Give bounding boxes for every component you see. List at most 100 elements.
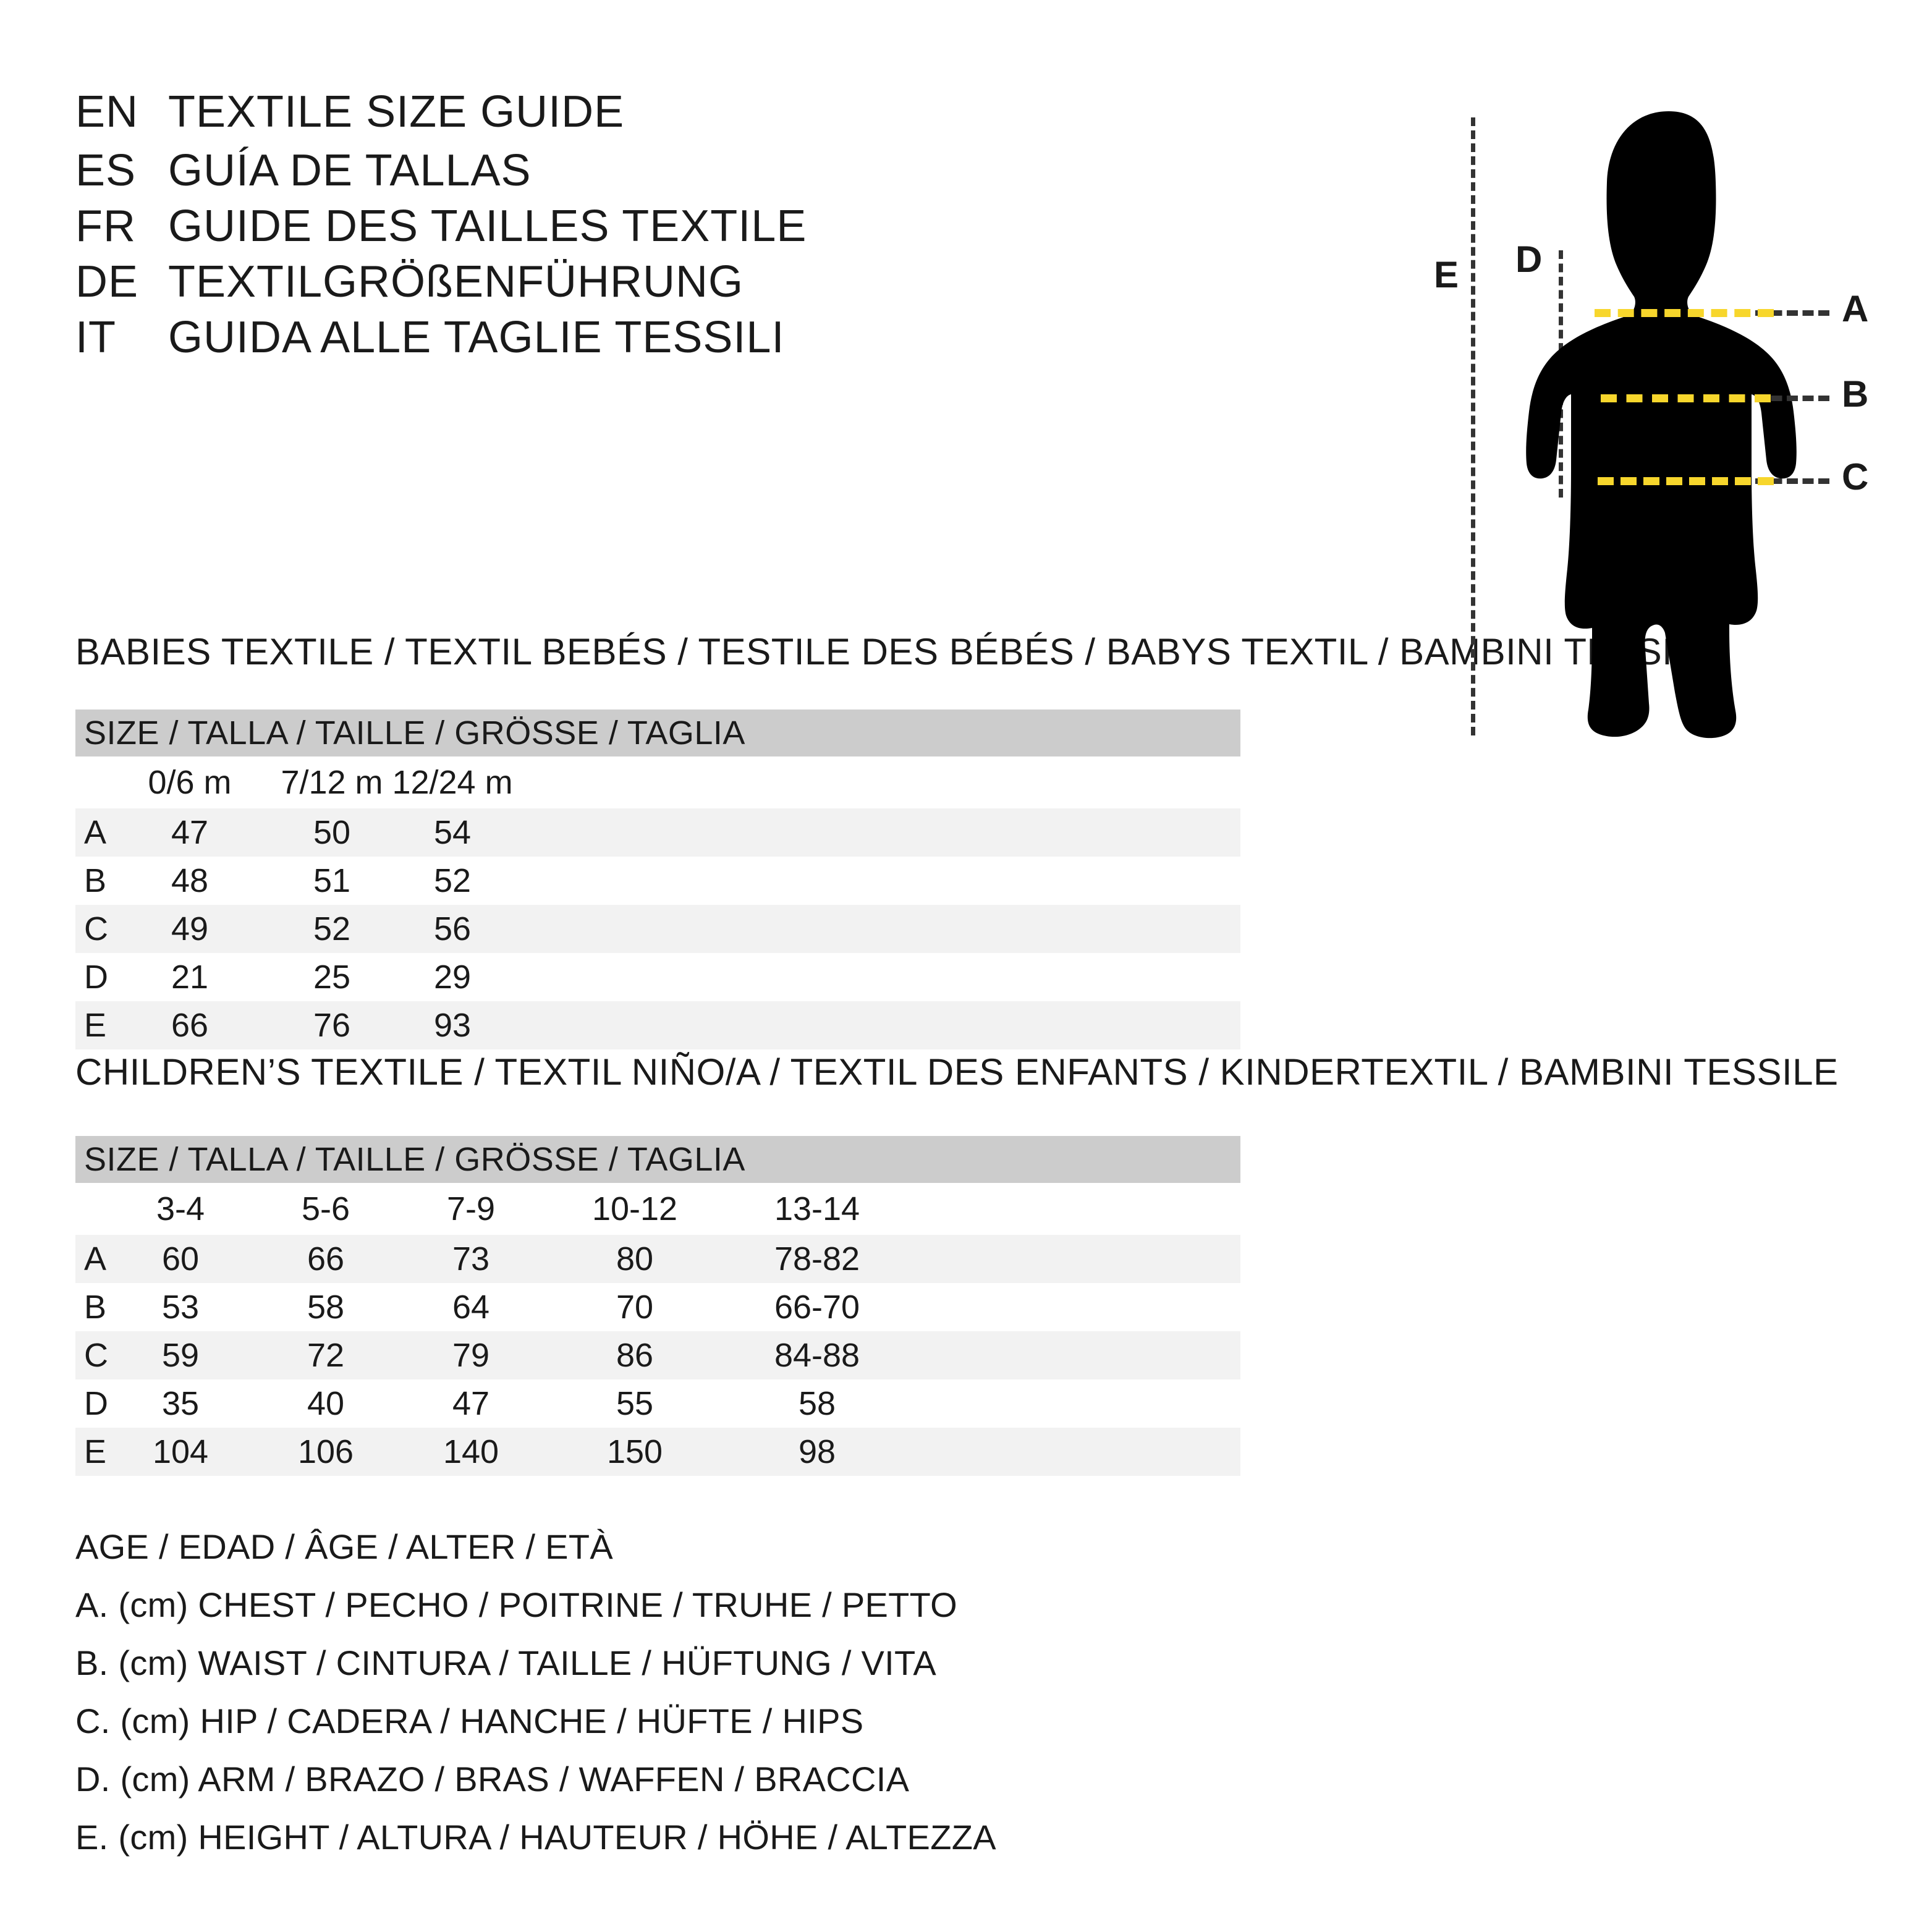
children-cell-a-2: 73 — [452, 1240, 490, 1277]
children-cell-b-3: 70 — [616, 1289, 654, 1326]
children-column-header-0: 3-4 — [156, 1190, 205, 1227]
children-size-table: SIZE / TALLA / TAILLE / GRÖSSE / TAGLIA … — [75, 1136, 1240, 1476]
chest-leader-line-a — [1755, 310, 1829, 316]
table-row: E 66 76 93 — [75, 1001, 1240, 1049]
babies-row-label-b: B — [84, 862, 107, 899]
table-row: C 49 52 56 — [75, 905, 1240, 953]
waist-measure-line-b — [1601, 394, 1771, 402]
hip-measure-line-c — [1598, 477, 1774, 485]
children-cell-e-4: 98 — [798, 1433, 836, 1470]
language-title-it: GUIDA ALLE TAGLIE TESSILI — [168, 313, 785, 362]
table-row: C 59 72 79 86 84-88 — [75, 1331, 1240, 1379]
babies-size-table: SIZE / TALLA / TAILLE / GRÖSSE / TAGLIA … — [75, 710, 1240, 1049]
measurement-figure-panel: E D A B C — [1409, 74, 1916, 766]
children-cell-c-1: 72 — [307, 1337, 345, 1374]
waist-leader-line-b — [1755, 396, 1829, 401]
table-row: E 104 106 140 150 98 — [75, 1428, 1240, 1476]
babies-cell-e-0: 66 — [171, 1007, 209, 1044]
children-column-header-3: 10-12 — [591, 1190, 678, 1227]
babies-cell-d-0: 21 — [171, 959, 209, 996]
table-row: D 35 40 47 55 58 — [75, 1379, 1240, 1428]
language-code-fr: FR — [75, 201, 136, 251]
children-cell-c-3: 86 — [616, 1337, 654, 1374]
children-section-title: CHILDREN’S TEXTILE / TEXTIL NIÑO/A / TEX… — [75, 1051, 1839, 1093]
children-cell-d-0: 35 — [161, 1385, 200, 1422]
height-guide-line-e — [1471, 117, 1475, 735]
legend-heading: AGE / EDAD / ÂGE / ALTER / ETÀ — [75, 1527, 613, 1566]
babies-row-label-e: E — [84, 1007, 107, 1044]
children-table-header: SIZE / TALLA / TAILLE / GRÖSSE / TAGLIA — [75, 1136, 1240, 1183]
babies-cell-a-0: 47 — [171, 814, 209, 851]
babies-section-title: BABIES TEXTILE / TEXTIL BEBÉS / TESTILE … — [75, 631, 1719, 672]
figure-label-b: B — [1842, 373, 1869, 415]
babies-cell-c-1: 52 — [313, 910, 351, 947]
children-cell-b-4: 66-70 — [774, 1289, 860, 1326]
babies-row-label-d: D — [84, 959, 108, 996]
children-cell-a-0: 60 — [161, 1240, 200, 1277]
babies-column-header-2: 12/24 m — [392, 764, 513, 801]
children-cell-d-3: 55 — [616, 1385, 654, 1422]
children-cell-a-3: 80 — [616, 1240, 654, 1277]
language-title-es: GUÍA DE TALLAS — [168, 146, 532, 195]
children-cell-b-0: 53 — [161, 1289, 200, 1326]
language-code-es: ES — [75, 146, 137, 195]
children-cell-e-2: 140 — [443, 1433, 499, 1470]
babies-cell-b-2: 52 — [433, 862, 472, 899]
language-code-en: EN — [75, 87, 139, 137]
children-column-header-1: 5-6 — [301, 1190, 350, 1227]
babies-column-header-0: 0/6 m — [148, 764, 232, 801]
language-row-de: DE TEXTILGRÖßENFÜHRUNG — [0, 256, 1360, 313]
babies-table-header: SIZE / TALLA / TAILLE / GRÖSSE / TAGLIA — [75, 710, 1240, 756]
babies-cell-b-1: 51 — [313, 862, 351, 899]
babies-column-header-row: 0/6 m 7/12 m 12/24 m — [75, 756, 1240, 808]
legend-line-b: B. (cm) WAIST / CINTURA / TAILLE / HÜFTU… — [75, 1643, 937, 1682]
language-row-en: EN TEXTILE SIZE GUIDE — [0, 87, 1360, 143]
measurement-legend: AGE / EDAD / ÂGE / ALTER / ETÀ A. (cm) C… — [75, 1527, 996, 1875]
language-code-de: DE — [75, 257, 139, 307]
children-row-label-e: E — [84, 1433, 107, 1470]
children-cell-c-4: 84-88 — [774, 1337, 860, 1374]
children-cell-d-4: 58 — [798, 1385, 836, 1422]
babies-row-label-a: A — [84, 814, 107, 851]
language-title-fr: GUIDE DES TAILLES TEXTILE — [168, 201, 807, 251]
legend-line-e: E. (cm) HEIGHT / ALTURA / HAUTEUR / HÖHE… — [75, 1818, 996, 1857]
language-row-it: IT GUIDA ALLE TAGLIE TESSILI — [0, 312, 1360, 369]
language-code-it: IT — [75, 313, 116, 362]
babies-cell-c-2: 56 — [433, 910, 472, 947]
children-cell-c-0: 59 — [161, 1337, 200, 1374]
language-title-en: TEXTILE SIZE GUIDE — [168, 87, 625, 137]
children-cell-e-1: 106 — [297, 1433, 354, 1470]
babies-row-label-c: C — [84, 910, 108, 947]
figure-label-d: D — [1515, 239, 1543, 280]
language-row-fr: FR GUIDE DES TAILLES TEXTILE — [0, 201, 1360, 258]
child-silhouette-icon — [1526, 111, 1797, 739]
children-cell-d-2: 47 — [452, 1385, 490, 1422]
table-row: B 53 58 64 70 66-70 — [75, 1283, 1240, 1331]
children-row-label-a: A — [84, 1240, 107, 1277]
legend-line-d: D. (cm) ARM / BRAZO / BRAS / WAFFEN / BR… — [75, 1760, 910, 1799]
language-row-es: ES GUÍA DE TALLAS — [0, 145, 1360, 202]
children-cell-e-0: 104 — [152, 1433, 209, 1470]
children-cell-a-1: 66 — [307, 1240, 345, 1277]
figure-label-a: A — [1842, 288, 1869, 329]
language-title-de: TEXTILGRÖßENFÜHRUNG — [168, 257, 744, 307]
children-cell-a-4: 78-82 — [774, 1240, 860, 1277]
table-row: D 21 25 29 — [75, 953, 1240, 1001]
children-row-label-c: C — [84, 1337, 108, 1374]
legend-line-c: C. (cm) HIP / CADERA / HANCHE / HÜFTE / … — [75, 1701, 864, 1740]
legend-line-a: A. (cm) CHEST / PECHO / POITRINE / TRUHE… — [75, 1585, 958, 1624]
babies-cell-a-2: 54 — [433, 814, 472, 851]
hip-leader-line-c — [1755, 478, 1829, 484]
babies-cell-a-1: 50 — [313, 814, 351, 851]
babies-cell-d-2: 29 — [433, 959, 472, 996]
babies-cell-e-1: 76 — [313, 1007, 351, 1044]
children-cell-b-1: 58 — [307, 1289, 345, 1326]
table-row: A 60 66 73 80 78-82 — [75, 1235, 1240, 1283]
children-column-header-row: 3-4 5-6 7-9 10-12 13-14 — [75, 1183, 1240, 1235]
chest-measure-line-a — [1595, 309, 1774, 317]
children-column-header-2: 7-9 — [446, 1190, 496, 1227]
children-cell-b-2: 64 — [452, 1289, 490, 1326]
figure-label-c: C — [1842, 456, 1869, 498]
babies-cell-c-0: 49 — [171, 910, 209, 947]
children-cell-e-3: 150 — [606, 1433, 663, 1470]
